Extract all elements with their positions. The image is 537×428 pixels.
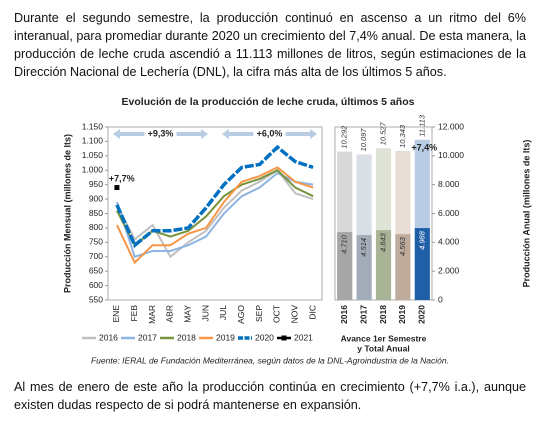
x-axis-label: Avance 1er Semestre — [341, 333, 427, 343]
y-tick-label: 1.000 — [82, 165, 104, 175]
y-axis-label: Producción Mensual (millones de lts) — [62, 134, 72, 293]
y-tick-label: 650 — [89, 265, 103, 275]
source: Fuente: IERAL de Fundación Mediterránea,… — [91, 355, 449, 365]
bar — [375, 230, 392, 300]
y-tick-label: 950 — [89, 179, 103, 189]
paragraph: Durante el segundo semestre, la producci… — [14, 11, 526, 79]
value-label: 10.343 — [398, 124, 407, 148]
legend-label: 2017 — [138, 332, 157, 342]
legend-marker — [281, 335, 287, 341]
legend-label: 2018 — [177, 332, 196, 342]
x-tick-label: JUL — [218, 305, 228, 320]
y-tick-label: 12.000 — [438, 121, 464, 131]
y-tick-label: 1.150 — [82, 121, 104, 131]
x-axis-label: y Total Anual — [357, 343, 409, 353]
legend-label: 2021 — [294, 332, 313, 342]
annotation: +9,3% — [148, 128, 174, 138]
y-tick-label: 600 — [89, 280, 103, 290]
x-tick-label: 2017 — [358, 305, 368, 324]
y-tick-label: 750 — [89, 237, 103, 247]
value-label: 10.292 — [340, 125, 349, 149]
value-label: 4.710 — [340, 234, 349, 254]
value-label: 4.563 — [398, 236, 407, 256]
annotation-bg — [144, 128, 177, 140]
y-tick-label: 2.000 — [438, 265, 460, 275]
x-tick-label: SEP — [254, 305, 264, 322]
annotation-bg — [253, 128, 286, 140]
x-tick-label: ENE — [111, 305, 121, 323]
x-tick-label: AGO — [236, 305, 246, 324]
figure-title: Evolución de la producción de leche crud… — [122, 96, 415, 108]
x-tick-label: DIC — [307, 305, 317, 320]
x-tick-label: FEB — [129, 305, 139, 322]
series-line — [116, 166, 314, 265]
bar — [414, 228, 430, 300]
legend-label: 2016 — [99, 332, 118, 342]
x-tick-label: JUN — [200, 305, 210, 322]
y-tick-label: 700 — [89, 251, 103, 261]
point-marker — [114, 185, 120, 191]
y-tick-label: 800 — [89, 222, 103, 232]
value-label: 4.843 — [378, 232, 387, 252]
x-tick-label: 2020 — [417, 305, 427, 324]
x-tick-label: 2016 — [339, 305, 349, 324]
y-tick-label: 4.000 — [438, 237, 460, 247]
legend-label: 2019 — [216, 332, 235, 342]
annotation: +7,4% — [411, 142, 437, 152]
value-label: 10.527 — [378, 121, 387, 145]
y-tick-label: 550 — [89, 294, 103, 304]
value-label: 11.113 — [417, 114, 426, 137]
annotation: +6,0% — [257, 128, 283, 138]
x-tick-label: MAR — [147, 305, 157, 324]
bar — [395, 234, 411, 300]
paragraph: Al mes de enero de este año la producció… — [14, 380, 526, 412]
x-tick-label: OCT — [272, 305, 282, 323]
series-line — [115, 171, 314, 259]
series-line — [115, 144, 314, 249]
value-label: 4.988 — [417, 230, 426, 250]
value-label: 4.514 — [359, 238, 368, 257]
bar — [337, 232, 353, 300]
value-label: 10.097 — [359, 128, 368, 152]
y-tick-label: 10.000 — [438, 150, 464, 160]
x-tick-label: NOV — [290, 305, 300, 324]
y-axis-label: Producción Anual (millones de lts) — [521, 140, 531, 288]
y-tick-label: 1.050 — [82, 150, 104, 160]
y-tick-label: 8.000 — [438, 179, 460, 189]
annotation: +7,7% — [109, 173, 135, 183]
y-tick-label: 6.000 — [438, 208, 460, 218]
x-tick-label: ABR — [165, 305, 175, 322]
x-tick-label: MAY — [183, 305, 193, 323]
y-tick-label: 850 — [89, 208, 103, 218]
bar — [356, 234, 372, 300]
y-tick-label: 0 — [438, 294, 443, 304]
x-tick-label: 2019 — [397, 305, 407, 324]
y-tick-label: 1.100 — [82, 136, 104, 146]
legend-label: 2020 — [255, 332, 274, 342]
y-tick-label: 900 — [89, 193, 103, 203]
x-tick-label: 2018 — [378, 305, 388, 324]
figure: Evolución de la producción de leche crud… — [62, 96, 531, 365]
